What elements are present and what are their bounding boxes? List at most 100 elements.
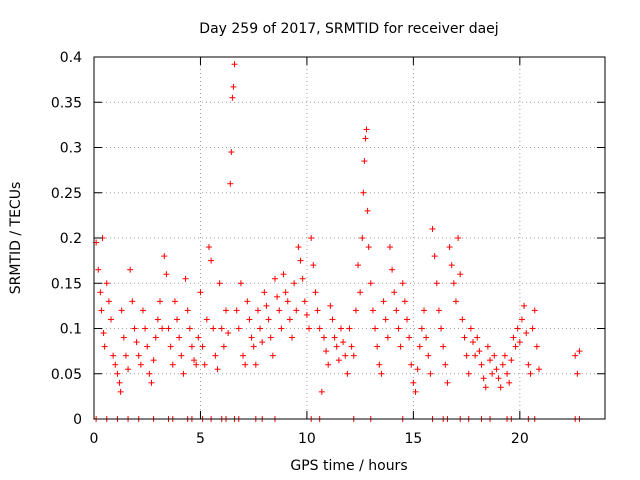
data-point	[461, 334, 468, 341]
data-point	[444, 379, 451, 386]
data-point	[171, 298, 178, 305]
y-tick-label: 0.2	[60, 231, 82, 247]
data-point	[480, 375, 487, 382]
data-point	[499, 361, 506, 368]
data-point	[133, 339, 140, 346]
data-point	[331, 334, 338, 341]
data-point	[361, 158, 368, 165]
data-point	[478, 361, 485, 368]
data-point	[418, 325, 425, 332]
data-point	[289, 334, 296, 341]
data-point	[225, 330, 232, 337]
y-tick-label: 0.05	[51, 367, 82, 383]
data-point	[301, 298, 308, 305]
data-point	[527, 370, 534, 377]
data-point	[114, 370, 121, 377]
data-point	[203, 316, 210, 323]
data-point	[529, 325, 536, 332]
data-point	[297, 257, 304, 264]
data-point	[516, 339, 523, 346]
data-point	[227, 180, 234, 187]
data-point	[455, 235, 462, 241]
data-point	[384, 334, 391, 341]
data-point	[574, 370, 581, 377]
data-point	[367, 280, 374, 287]
data-point	[231, 61, 238, 68]
data-point	[223, 307, 230, 314]
data-point	[493, 366, 500, 373]
data-point	[363, 126, 370, 133]
data-point	[252, 361, 259, 368]
data-point	[214, 366, 221, 373]
data-point	[362, 135, 369, 142]
data-point	[459, 316, 466, 323]
data-point	[393, 307, 400, 314]
data-point	[118, 307, 125, 314]
data-point	[259, 339, 266, 346]
data-point	[291, 280, 298, 287]
data-point	[242, 361, 249, 368]
data-point	[148, 379, 155, 386]
data-point	[112, 361, 119, 368]
data-point	[380, 298, 387, 305]
data-point	[476, 348, 483, 355]
data-point	[497, 384, 504, 391]
data-point	[276, 307, 283, 314]
data-point	[182, 275, 189, 282]
data-point	[372, 325, 379, 332]
data-point	[374, 343, 381, 350]
data-point	[116, 379, 123, 386]
data-point	[261, 289, 268, 296]
data-point	[344, 370, 351, 377]
y-tick-label: 0	[73, 412, 82, 428]
data-point	[386, 244, 393, 251]
data-point	[450, 280, 457, 287]
data-point	[333, 343, 340, 350]
data-point	[414, 366, 421, 373]
data-point	[167, 343, 174, 350]
y-tick-label: 0.15	[51, 276, 82, 292]
x-tick-label: 5	[196, 431, 205, 447]
x-tick-label: 15	[404, 431, 422, 447]
data-point	[131, 325, 138, 332]
data-point	[484, 343, 491, 350]
data-point	[314, 307, 321, 314]
data-point	[401, 298, 408, 305]
data-point	[348, 343, 355, 350]
data-point	[510, 334, 517, 341]
data-point	[504, 370, 511, 377]
data-point	[282, 289, 289, 296]
data-point	[271, 275, 278, 282]
data-point	[159, 325, 166, 332]
data-point	[178, 352, 185, 359]
data-point	[487, 357, 494, 364]
data-point	[501, 352, 508, 359]
data-point	[146, 370, 153, 377]
data-point	[378, 370, 385, 377]
data-point	[308, 235, 315, 241]
y-tick-label: 0.1	[60, 322, 82, 338]
data-point	[191, 357, 198, 364]
data-point	[403, 316, 410, 323]
y-tick-label: 0.4	[60, 50, 82, 66]
data-point	[512, 343, 519, 350]
data-point	[108, 316, 115, 323]
data-point	[337, 325, 344, 332]
data-point	[523, 330, 530, 337]
data-point	[110, 352, 117, 359]
data-point	[452, 298, 459, 305]
data-point	[201, 361, 208, 368]
data-point	[303, 311, 310, 318]
data-point	[342, 352, 349, 359]
data-point	[508, 357, 515, 364]
data-point	[440, 343, 447, 350]
data-point	[129, 298, 136, 305]
x-tick-label: 0	[90, 431, 99, 447]
data-point	[346, 325, 353, 332]
data-point	[469, 339, 476, 346]
y-tick-label: 0.25	[51, 186, 82, 202]
data-point	[495, 375, 502, 382]
data-point	[103, 280, 110, 287]
data-point	[310, 262, 317, 269]
data-point	[327, 302, 334, 309]
